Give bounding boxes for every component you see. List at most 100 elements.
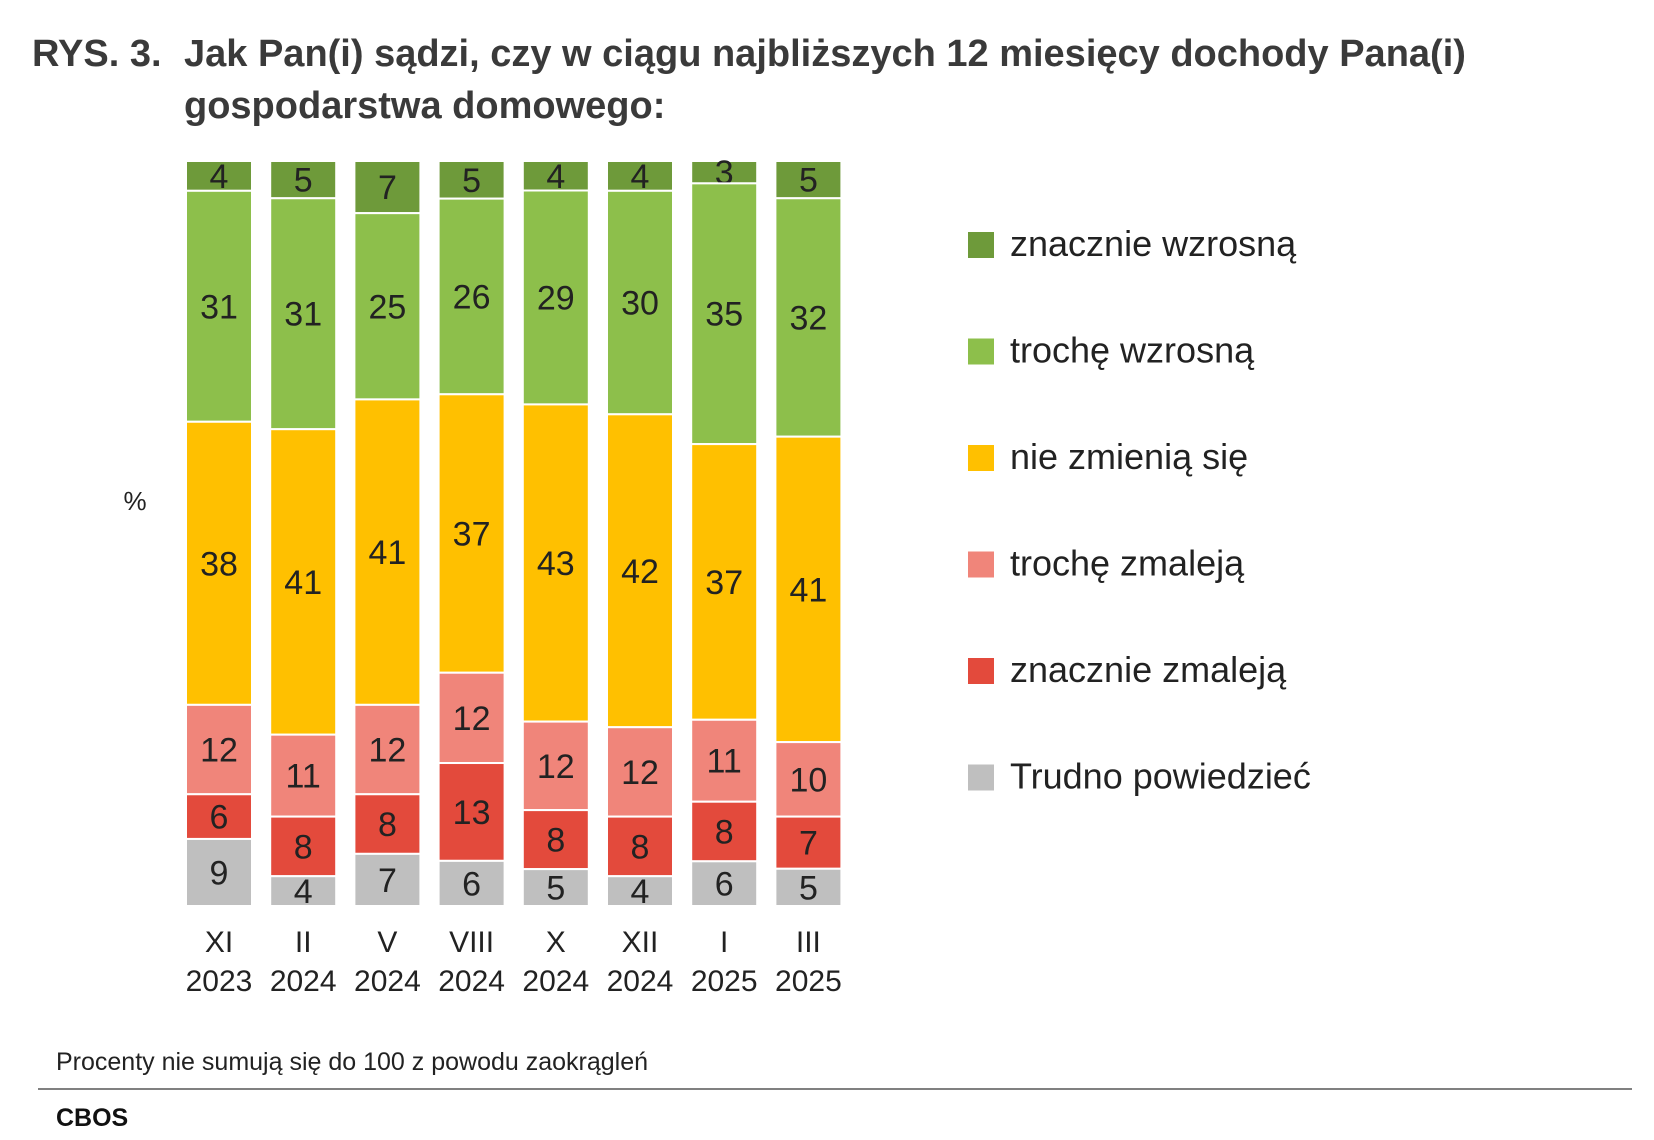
divider [38, 1088, 1632, 1090]
data-label: 6 [210, 799, 229, 837]
legend-label: trochę wzrosną [1010, 330, 1255, 371]
bar-segment [774, 867, 843, 907]
data-label: 5 [294, 162, 313, 200]
data-label: 30 [621, 285, 659, 323]
legend-label: trochę zmaleją [1010, 543, 1245, 584]
x-tick-label: II [295, 926, 312, 959]
bar-segment [353, 703, 422, 796]
bar-segment [437, 197, 506, 396]
x-tick-label: V [377, 926, 397, 959]
data-label: 35 [705, 296, 743, 334]
x-tick-label: III [796, 926, 821, 959]
data-label: 4 [631, 158, 650, 196]
data-label: 9 [210, 854, 229, 892]
bar-segment [690, 182, 759, 446]
data-label: 12 [537, 748, 575, 786]
data-label: 29 [537, 279, 575, 317]
data-label: 8 [294, 828, 313, 866]
bar-segment [774, 435, 843, 744]
bar-segment [437, 393, 506, 674]
bar-segment [521, 160, 590, 192]
data-label: 11 [286, 758, 321, 796]
data-label: 37 [705, 564, 743, 602]
data-label: 7 [378, 169, 397, 207]
legend-label: nie zmienią się [1010, 436, 1248, 477]
bar-segment [185, 703, 253, 796]
stacked-bar-chart: 431381269XI2023531411184II2024725411287V… [123, 154, 1311, 998]
data-label: 41 [789, 571, 827, 609]
x-tick-label: I [720, 926, 728, 959]
legend-swatch [968, 338, 994, 365]
bar-segment [521, 720, 590, 812]
bar-segment [690, 860, 759, 907]
data-label: 37 [453, 516, 491, 554]
legend-swatch [968, 232, 994, 258]
data-label: 8 [378, 806, 397, 844]
x-tick-label: X [546, 926, 566, 959]
bar-segment [774, 160, 843, 200]
y-axis-label: % [123, 486, 146, 516]
data-label: 12 [453, 700, 491, 738]
data-label: 8 [715, 814, 734, 852]
bar-segment [353, 212, 422, 401]
data-label: 8 [631, 828, 650, 866]
bar-segment [353, 852, 422, 907]
bar-segment [606, 726, 674, 818]
x-tick-label: 2024 [522, 965, 589, 998]
data-label: 31 [284, 296, 322, 334]
data-label: 5 [546, 870, 565, 908]
data-label: 41 [368, 534, 406, 572]
data-label: 25 [368, 288, 406, 326]
bar-segment [185, 189, 253, 423]
bar-segment [690, 800, 759, 863]
x-tick-label: 2024 [354, 965, 421, 998]
bar-segment [185, 793, 253, 840]
bar-segment [269, 875, 338, 908]
bar-segment [437, 859, 506, 908]
bar-segment [353, 160, 422, 215]
data-label: 4 [210, 158, 229, 196]
data-label: 12 [200, 732, 238, 770]
data-label: 4 [294, 873, 313, 911]
legend-label: Trudno powiedzieć [1010, 756, 1311, 797]
data-label: 43 [537, 545, 575, 583]
source-label: CBOS [56, 1104, 129, 1132]
data-label: 4 [631, 873, 650, 911]
bar-segment [690, 443, 759, 721]
data-label: 5 [799, 162, 818, 200]
bar-segment [606, 875, 674, 908]
bar-segment [185, 837, 253, 908]
data-label: 12 [368, 732, 406, 770]
bar-segment [606, 160, 674, 192]
bar-segment [521, 189, 590, 406]
x-tick-label: VIII [449, 926, 494, 959]
x-tick-label: XI [205, 926, 233, 959]
x-tick-label: XII [622, 926, 659, 959]
data-label: 31 [200, 288, 238, 326]
data-label: 7 [378, 862, 397, 900]
figure-number: RYS. 3. [32, 33, 162, 75]
data-label: 5 [799, 869, 818, 907]
legend-swatch [968, 764, 994, 791]
legend-swatch [968, 445, 994, 471]
x-tick-label: 2024 [438, 965, 505, 998]
data-label: 41 [284, 564, 322, 602]
data-label: 8 [546, 822, 565, 860]
bar-segment [606, 413, 674, 729]
bar-segment [185, 160, 253, 192]
figure-title: Jak Pan(i) sądzi, czy w ciągu najbliższy… [184, 33, 1466, 127]
x-tick-label: 2024 [270, 965, 337, 998]
data-label: 10 [789, 761, 827, 799]
bar-segment [437, 671, 506, 765]
bar-segment [437, 160, 506, 200]
bar-segment [774, 815, 843, 870]
legend-swatch [968, 551, 994, 578]
legend-label: znacznie zmaleją [1010, 649, 1287, 690]
x-tick-label: 2025 [775, 965, 842, 998]
x-tick-label: 2025 [691, 965, 758, 998]
data-label: 11 [707, 743, 742, 781]
data-label: 6 [715, 866, 734, 904]
bar-segment [269, 733, 338, 818]
data-label: 26 [453, 278, 491, 316]
data-label: 13 [453, 794, 491, 832]
